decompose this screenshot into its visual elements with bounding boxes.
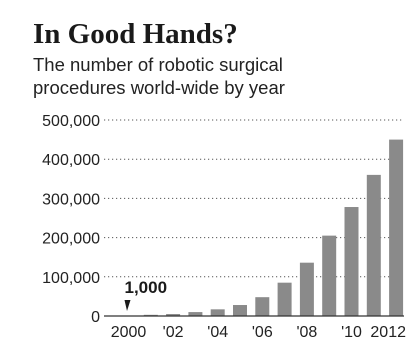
bar-2004 <box>210 309 225 316</box>
x-tick-label: '08 <box>296 324 317 341</box>
annotation: 1,000 <box>124 278 168 311</box>
annotation-pointer <box>124 300 131 311</box>
bar-2010 <box>344 207 359 316</box>
y-tick-label: 500,000 <box>42 113 100 130</box>
bar-2011 <box>366 174 381 316</box>
y-tick-label: 400,000 <box>42 152 100 169</box>
bar-2007 <box>277 282 292 316</box>
bar-2008 <box>299 262 314 316</box>
x-tick-label: 2000 <box>111 324 147 341</box>
bar-2009 <box>322 235 337 316</box>
bars <box>121 139 404 317</box>
chart-title: In Good Hands? <box>33 18 238 50</box>
y-tick-label: 100,000 <box>42 270 100 287</box>
y-tick-label: 200,000 <box>42 231 100 248</box>
chart-subtitle-line-2: procedures world-wide by year <box>33 77 285 98</box>
x-tick-label: '02 <box>163 324 184 341</box>
bar-2012 <box>389 139 404 316</box>
bar-2003 <box>188 312 203 316</box>
x-tick-label: '10 <box>341 324 362 341</box>
gridlines <box>104 119 404 278</box>
y-axis-ticks: 0 100,000 200,000 300,000 400,000 500,000 <box>42 113 100 326</box>
x-axis-ticks: 2000 '02 '04 '06 '08 '10 2012 <box>111 324 406 341</box>
x-tick-label: '06 <box>252 324 273 341</box>
bar-2005 <box>233 305 247 316</box>
annotation-label: 1,000 <box>125 278 168 297</box>
y-tick-label: 0 <box>91 309 100 326</box>
x-tick-label: 2012 <box>370 324 406 341</box>
bar-2006 <box>255 297 270 316</box>
chart-subtitle-line-1: The number of robotic surgical <box>33 54 283 75</box>
x-tick-label: '04 <box>207 324 228 341</box>
y-tick-label: 300,000 <box>42 191 100 208</box>
bar-2002 <box>166 314 181 316</box>
